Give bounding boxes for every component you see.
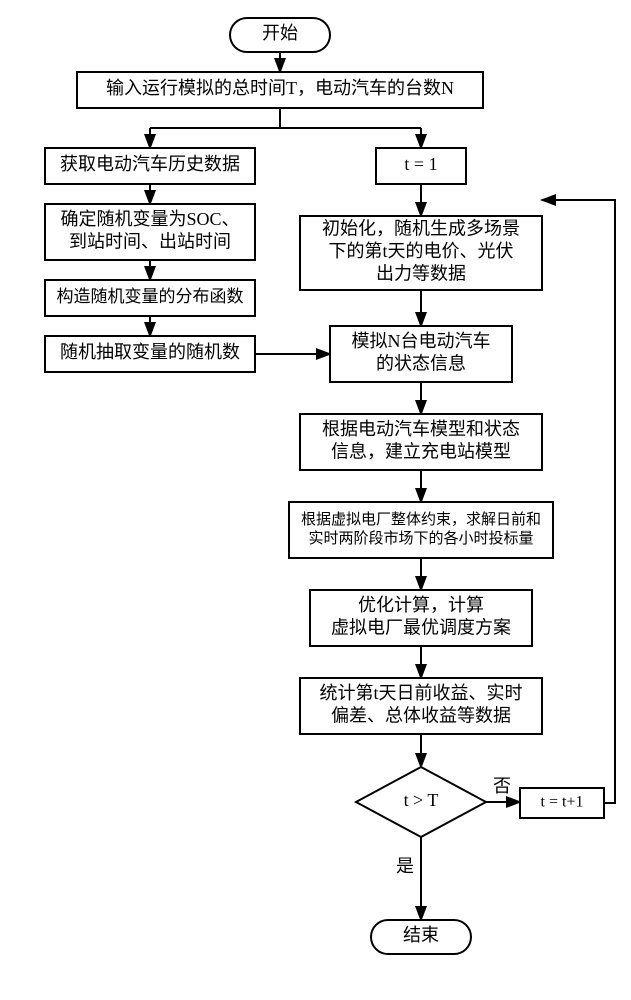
svg-text:统计第t天日前收益、实时: 统计第t天日前收益、实时 <box>320 683 523 703</box>
node-r4: 根据虚拟电厂整体约束，求解日前和实时两阶段市场下的各小时投标量 <box>289 502 553 558</box>
svg-text:初始化，随机生成多场景: 初始化，随机生成多场景 <box>322 219 520 239</box>
node-dec: t > T <box>356 767 486 837</box>
svg-text:根据虚拟电厂整体约束，求解日前和: 根据虚拟电厂整体约束，求解日前和 <box>301 511 541 528</box>
node-input: 输入运行模拟的总时间T，电动汽车的台数N <box>77 72 483 108</box>
svg-text:根据电动汽车模型和状态: 根据电动汽车模型和状态 <box>322 419 520 439</box>
svg-text:出力等数据: 出力等数据 <box>376 264 466 284</box>
svg-text:确定随机变量为SOC、: 确定随机变量为SOC、 <box>60 209 239 229</box>
svg-text:t > T: t > T <box>404 790 439 810</box>
node-r3: 根据电动汽车模型和状态信息，建立充电站模型 <box>300 414 542 470</box>
svg-text:t = 1: t = 1 <box>404 154 437 174</box>
node-r5: 优化计算，计算虚拟电厂最优调度方案 <box>310 590 532 646</box>
edge-label-yes: 是 <box>396 856 414 876</box>
node-r2: 模拟N台电动汽车的状态信息 <box>330 326 512 382</box>
svg-text:输入运行模拟的总时间T，电动汽车的台数N: 输入运行模拟的总时间T，电动汽车的台数N <box>106 78 454 98</box>
node-end: 结束 <box>371 920 471 954</box>
svg-text:实时两阶段市场下的各小时投标量: 实时两阶段市场下的各小时投标量 <box>308 530 533 547</box>
svg-text:t = t+1: t = t+1 <box>541 794 584 811</box>
svg-text:模拟N台电动汽车: 模拟N台电动汽车 <box>352 331 491 351</box>
node-r1: 初始化，随机生成多场景下的第t天的电价、光伏出力等数据 <box>300 216 542 290</box>
svg-text:优化计算，计算: 优化计算，计算 <box>358 595 484 615</box>
node-r6: 统计第t天日前收益、实时偏差、总体收益等数据 <box>300 678 542 734</box>
edge-label-no: 否 <box>493 776 511 796</box>
node-l3: 构造随机变量的分布函数 <box>45 280 255 316</box>
node-l4: 随机抽取变量的随机数 <box>45 336 255 372</box>
svg-text:结束: 结束 <box>403 925 439 945</box>
node-inc: t = t+1 <box>520 788 604 818</box>
svg-text:虚拟电厂最优调度方案: 虚拟电厂最优调度方案 <box>331 617 511 637</box>
svg-text:的状态信息: 的状态信息 <box>376 353 466 373</box>
svg-text:获取电动汽车历史数据: 获取电动汽车历史数据 <box>60 154 240 174</box>
svg-text:下的第t天的电价、光伏: 下的第t天的电价、光伏 <box>329 241 514 261</box>
svg-text:偏差、总体收益等数据: 偏差、总体收益等数据 <box>331 705 511 725</box>
svg-text:构造随机变量的分布函数: 构造随机变量的分布函数 <box>57 287 244 306</box>
svg-text:开始: 开始 <box>262 23 298 43</box>
node-l2: 确定随机变量为SOC、到站时间、出站时间 <box>45 204 255 260</box>
svg-text:到站时间、出站时间: 到站时间、出站时间 <box>69 231 231 251</box>
node-t1: t = 1 <box>376 148 466 184</box>
svg-text:随机抽取变量的随机数: 随机抽取变量的随机数 <box>60 342 240 362</box>
node-start: 开始 <box>230 18 330 52</box>
node-l1: 获取电动汽车历史数据 <box>45 148 255 184</box>
svg-text:信息，建立充电站模型: 信息，建立充电站模型 <box>331 441 511 461</box>
